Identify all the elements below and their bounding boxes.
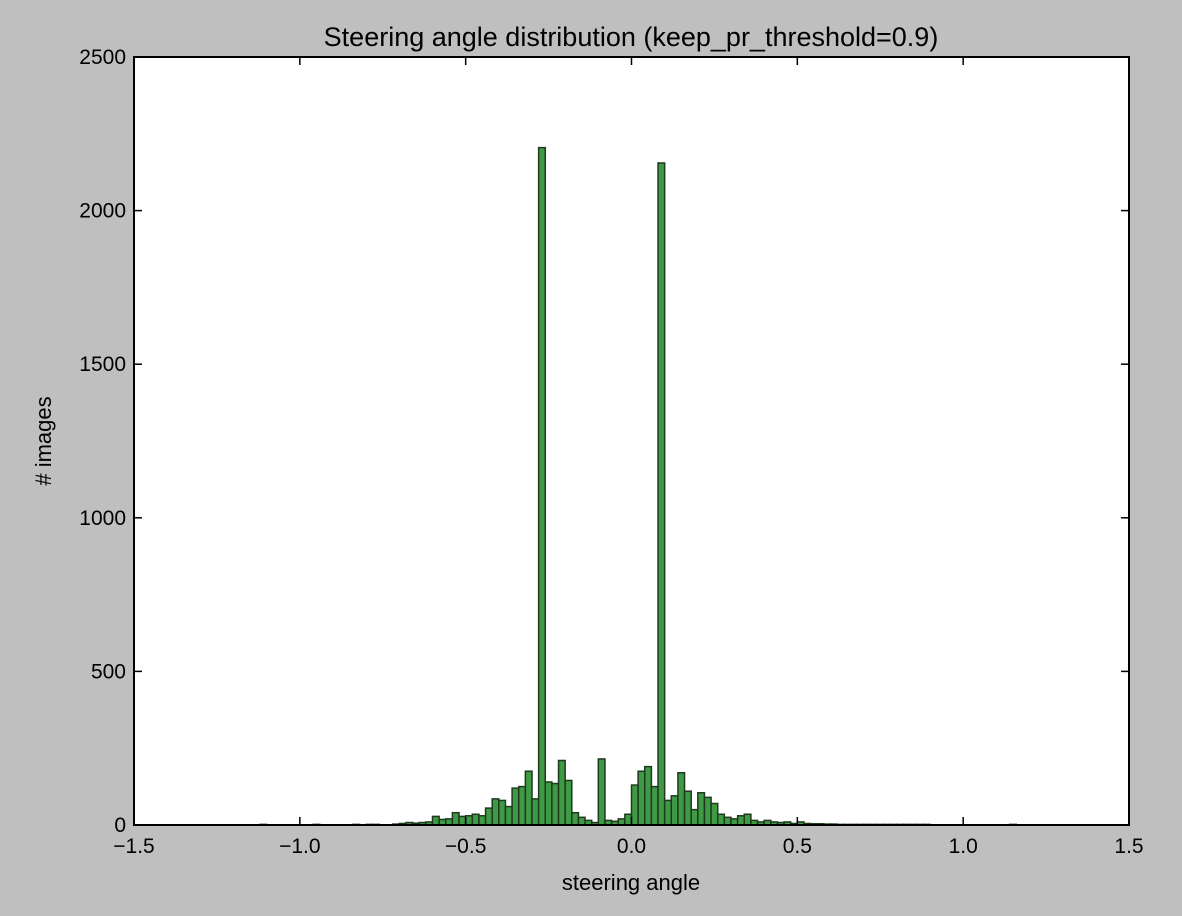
histogram-bar <box>677 772 686 826</box>
histogram-bar <box>663 799 673 826</box>
x-axis-label: steering angle <box>562 870 700 895</box>
x-tick-label: 0.0 <box>617 835 646 858</box>
histogram-bar <box>657 162 666 826</box>
x-tick-label: −1.5 <box>113 835 154 858</box>
histogram-bar <box>451 811 460 826</box>
histogram-bar <box>524 770 533 826</box>
x-tick-label: 1.0 <box>949 835 978 858</box>
histogram-bar <box>431 815 440 826</box>
histogram-bar <box>697 791 706 826</box>
histogram-bar <box>551 782 560 826</box>
y-tick-label: 0 <box>114 814 126 837</box>
y-axis-label: # images <box>31 396 56 485</box>
histogram-bar <box>564 779 573 826</box>
histogram-bar <box>478 815 487 826</box>
histogram-bar <box>504 805 513 826</box>
histogram-bar <box>557 759 566 826</box>
histogram-bar <box>498 799 507 826</box>
histogram-bar <box>630 784 639 826</box>
histogram-bar <box>511 787 520 826</box>
y-tick-label: 2500 <box>79 46 126 69</box>
x-tick-labels: −1.5 −1.0 −0.5 0.0 0.5 1.0 1.5 <box>113 835 1143 858</box>
histogram-bar <box>531 798 540 826</box>
histogram-bar <box>517 785 527 826</box>
histogram-bar <box>683 790 692 826</box>
histogram-bar <box>703 796 712 826</box>
x-tick-label: −0.5 <box>445 835 486 858</box>
histogram-bar <box>710 802 719 826</box>
histogram-bar <box>544 781 553 826</box>
y-tick-label: 2000 <box>79 200 126 223</box>
histogram-bar <box>670 795 679 826</box>
histogram-bar <box>597 758 606 826</box>
histogram-bar <box>736 815 746 826</box>
histogram-bar <box>471 813 480 826</box>
x-tick-label: 1.5 <box>1114 835 1143 858</box>
x-tick-label: 0.5 <box>783 835 812 858</box>
histogram-bar <box>537 146 547 826</box>
y-tick-label: 500 <box>91 660 126 683</box>
histogram-bar <box>464 815 474 826</box>
y-tick-label: 1000 <box>79 507 126 530</box>
y-tick-label: 1500 <box>79 353 126 376</box>
x-tick-label: −1.0 <box>279 835 320 858</box>
histogram-bar <box>650 785 659 826</box>
histogram-bar <box>716 813 726 826</box>
histogram-bar <box>624 813 633 826</box>
histogram-bar <box>571 811 580 826</box>
histogram-bar <box>743 813 752 826</box>
histogram-bar <box>644 765 653 826</box>
y-tick-labels: 0 500 1000 1500 2000 2500 <box>79 46 126 837</box>
histogram-bar <box>458 815 467 826</box>
histogram-bar <box>491 798 500 826</box>
histogram-bar <box>484 807 493 826</box>
plot-area <box>134 57 1129 825</box>
histogram-bar <box>690 808 699 826</box>
histogram-bar <box>577 816 586 826</box>
plot-frame <box>133 56 1130 826</box>
histogram-bar <box>637 770 646 826</box>
histogram-bar <box>723 816 732 826</box>
chart-title: Steering angle distribution (keep_pr_thr… <box>324 22 939 52</box>
